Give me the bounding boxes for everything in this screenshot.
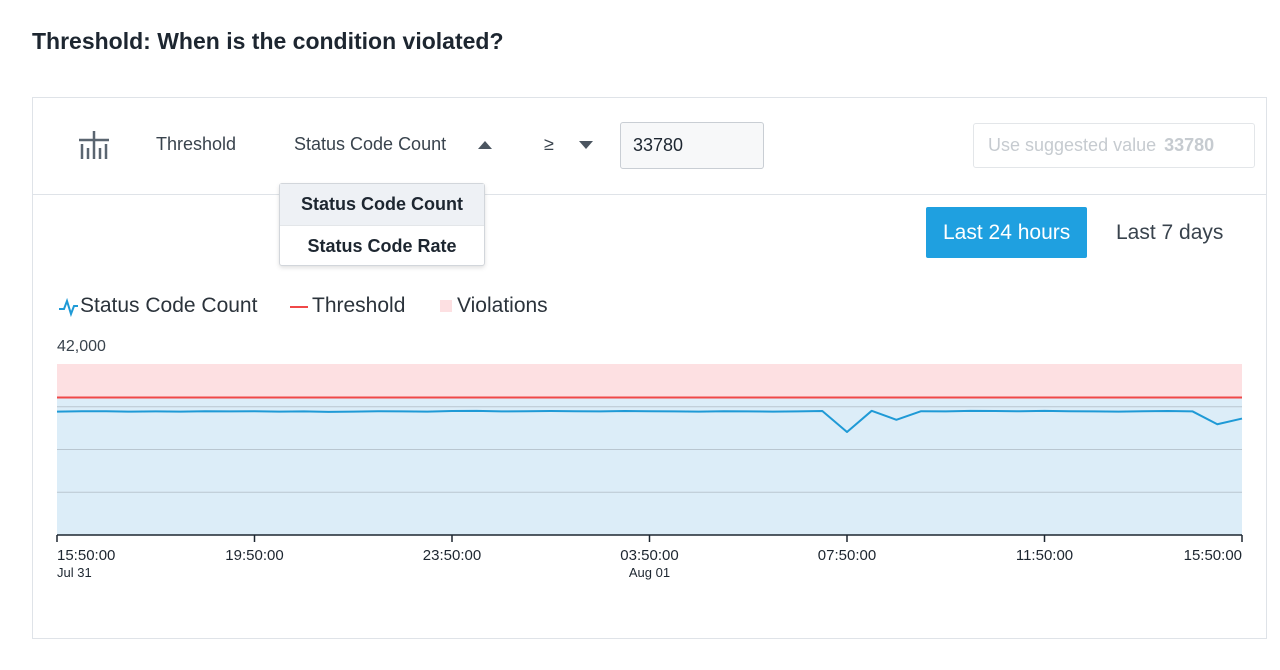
legend-label: Threshold [312, 294, 406, 317]
series-line [56, 409, 1243, 433]
operator-select[interactable]: ≥ [544, 134, 554, 154]
separator [32, 194, 1267, 195]
x-tick-label: 15:50:00 [57, 547, 115, 564]
dropdown-option[interactable]: Status Code Rate [307, 236, 457, 256]
threshold-label: Threshold [156, 134, 237, 154]
x-tick-label: 07:50:00 [818, 547, 876, 564]
suggest-value: 33780 [1164, 135, 1215, 155]
caret-down[interactable] [578, 140, 594, 150]
legend-label: Violations [457, 294, 548, 317]
time-range-button[interactable]: Last 7 days [1116, 221, 1224, 244]
dropdown-option[interactable]: Status Code Count [280, 184, 484, 226]
legend-icon [440, 300, 452, 312]
x-tick-label: 19:50:00 [225, 547, 283, 564]
x-tick-label: 11:50:00 [1016, 547, 1073, 564]
section-title: Threshold: When is the condition violate… [32, 28, 504, 54]
dropdown: Status Code Count Status Code Rate [279, 183, 485, 266]
y-tick-label: 42,000 [57, 338, 106, 355]
time-range-button[interactable]: Last 24 hours [926, 207, 1088, 258]
x-tick-date: Aug 01 [629, 565, 670, 580]
suggest-label: Use suggested value [988, 135, 1157, 155]
threshold-input[interactable]: 33780 [620, 122, 764, 169]
threshold-icon [79, 131, 109, 159]
caret-up[interactable] [477, 140, 493, 150]
x-tick-date: Jul 31 [57, 565, 92, 580]
x-tick-label: 15:50:00 [1184, 547, 1242, 564]
x-tick-label: 23:50:00 [423, 547, 481, 564]
metric-select[interactable]: Status Code Count [294, 134, 447, 154]
card [32, 97, 1267, 639]
legend-label: Status Code Count [80, 294, 258, 317]
below-threshold-area [57, 397, 1242, 535]
x-tick-label: 03:50:00 [620, 547, 678, 564]
legend-icon [59, 297, 78, 318]
violation-area [57, 364, 1242, 398]
suggest-button[interactable]: Use suggested value 33780 [973, 123, 1255, 168]
